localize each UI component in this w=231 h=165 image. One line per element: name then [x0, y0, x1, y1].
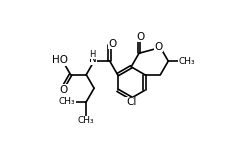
- Text: O: O: [155, 42, 163, 52]
- Text: O: O: [59, 85, 68, 95]
- Text: O: O: [137, 32, 145, 42]
- Text: O: O: [108, 39, 116, 49]
- Text: CH₃: CH₃: [179, 57, 196, 66]
- Text: H: H: [89, 50, 96, 59]
- Text: CH₃: CH₃: [78, 116, 94, 125]
- Text: N: N: [88, 54, 96, 65]
- Text: CH₃: CH₃: [59, 97, 76, 106]
- Text: Cl: Cl: [126, 97, 136, 107]
- Text: HO: HO: [52, 55, 68, 65]
